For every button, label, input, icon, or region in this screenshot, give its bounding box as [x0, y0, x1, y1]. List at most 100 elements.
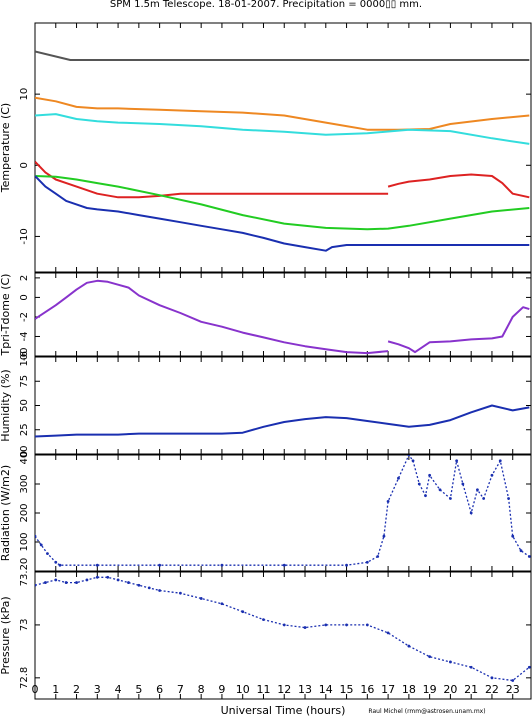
- x-tick-label: 23: [506, 683, 520, 696]
- data-point: [39, 543, 43, 547]
- x-tick-label: 17: [381, 683, 395, 696]
- x-tick-label: 22: [485, 683, 499, 696]
- x-tick-label: 21: [464, 683, 478, 696]
- data-point: [386, 500, 390, 503]
- data-point: [407, 455, 411, 457]
- series-4: [35, 161, 389, 199]
- data-point: [469, 665, 473, 669]
- panel-frame: [34, 571, 532, 700]
- x-tick-label: 7: [177, 683, 184, 696]
- data-point: [137, 583, 141, 587]
- data-point: [449, 660, 452, 664]
- y-tick-label: 2: [19, 275, 30, 281]
- series-2: [35, 96, 530, 131]
- data-point: [376, 555, 380, 558]
- series-2: [387, 306, 530, 354]
- y-tick-label: 100: [19, 532, 30, 551]
- data-point: [424, 494, 427, 497]
- data-point: [64, 581, 68, 584]
- x-tick-label: 10: [236, 683, 250, 696]
- data-point: [407, 644, 411, 648]
- data-point: [507, 497, 510, 500]
- data-point: [345, 623, 348, 627]
- series-group: [35, 404, 530, 438]
- y-tick-label: -4: [19, 331, 30, 341]
- x-tick-label: 9: [218, 683, 225, 696]
- data-point: [220, 563, 224, 567]
- y-axis-label: Temperature (C): [0, 103, 12, 193]
- panel-2: 2 0 -2 -4 -6 Tpri-Tdome (C): [0, 272, 532, 361]
- data-point: [46, 552, 49, 555]
- data-point: [527, 555, 531, 558]
- data-point: [58, 563, 62, 567]
- y-tick-label: -6: [19, 351, 30, 361]
- data-point: [158, 589, 162, 592]
- y-tick-label: 300: [19, 474, 30, 493]
- data-point: [147, 586, 151, 590]
- series-7: [35, 175, 530, 252]
- data-point: [511, 534, 515, 538]
- x-tick-label: 16: [360, 683, 374, 696]
- series-group: [35, 279, 530, 355]
- y-tick-label: 100: [19, 347, 30, 366]
- data-point: [199, 597, 203, 600]
- y-tick-label: 75: [19, 375, 30, 388]
- data-point: [482, 497, 486, 500]
- data-point: [490, 473, 494, 477]
- data-point: [282, 563, 286, 567]
- x-tick-label: 2: [73, 683, 80, 696]
- data-point: [498, 459, 502, 463]
- data-point: [303, 626, 307, 629]
- data-point: [411, 459, 415, 463]
- data-point: [490, 676, 494, 680]
- data-point: [386, 631, 390, 635]
- y-tick-label: -10: [19, 228, 30, 244]
- panel-frame: [34, 22, 532, 273]
- y-axis-label: Radiation (W/m2): [0, 465, 12, 561]
- chart-title: SPM 1.5m Telescope. 18-01-2007. Precipit…: [110, 0, 422, 10]
- data-point: [35, 583, 37, 587]
- data-point: [95, 575, 99, 579]
- data-point: [75, 581, 78, 584]
- panel-frame: [34, 356, 532, 455]
- x-tick-label: 20: [443, 683, 457, 696]
- data-point: [461, 482, 465, 486]
- data-point: [476, 488, 479, 492]
- data-point: [527, 665, 531, 669]
- x-tick-label: 6: [156, 683, 163, 696]
- data-point: [262, 618, 265, 622]
- y-tick-label: 25: [19, 423, 30, 436]
- data-point: [95, 563, 99, 567]
- data-point: [417, 482, 421, 486]
- x-tick-label: 12: [277, 683, 291, 696]
- data-point: [449, 497, 452, 500]
- x-tick-label: 19: [423, 683, 437, 696]
- y-tick-label: -2: [19, 312, 30, 322]
- data-point: [324, 623, 328, 627]
- y-axis-label: Pressure (kPa): [0, 596, 12, 674]
- x-tick-label: 8: [198, 683, 205, 696]
- data-point: [54, 578, 58, 582]
- data-point: [365, 623, 369, 627]
- data-point: [127, 581, 130, 584]
- x-axis-label: Universal Time (hours): [221, 704, 346, 717]
- data-point: [428, 655, 432, 659]
- panel-frame: [34, 454, 532, 572]
- x-tick-label: 5: [135, 683, 142, 696]
- y-axis-label: Tpri-Tdome (C): [0, 274, 12, 357]
- series-group: [35, 575, 531, 682]
- data-point: [455, 459, 459, 463]
- y-tick-label: 73.20: [19, 558, 30, 587]
- series-6: [35, 175, 530, 231]
- x-tick-label: 0: [32, 683, 39, 696]
- data-point: [116, 578, 120, 582]
- panel-4: 400 300 200 100 Radiation (W/m2): [0, 445, 532, 572]
- data-point: [469, 511, 473, 515]
- series-group: [35, 455, 531, 567]
- data-point: [85, 578, 89, 582]
- series-3: [35, 113, 530, 145]
- y-tick-label: 400: [19, 445, 30, 464]
